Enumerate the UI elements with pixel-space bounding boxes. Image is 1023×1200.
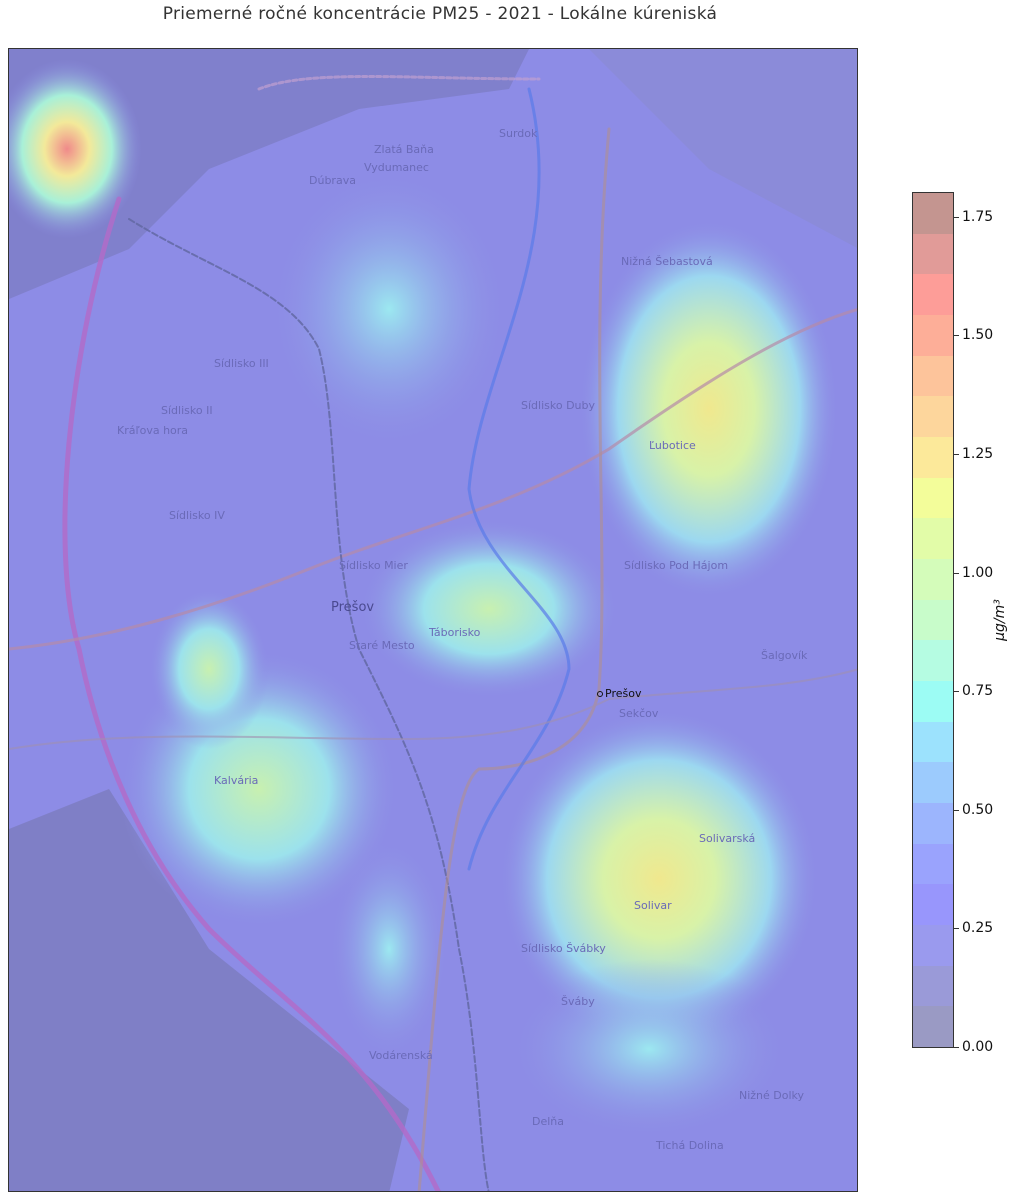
map-label: Tichá Dolina (656, 1139, 724, 1152)
map-label: Vydumanec (364, 161, 429, 174)
map-label: Solivar (634, 899, 672, 912)
chart-title: Priemerné ročné koncentrácie PM25 - 2021… (162, 4, 718, 24)
colorbar-level (913, 680, 953, 722)
colorbar-level (913, 314, 953, 356)
map-label: Nižné Dolky (739, 1089, 805, 1102)
map-label: Zlatá Baňa (374, 143, 434, 156)
colorbar-tick (954, 1047, 959, 1048)
colorbar-level (913, 721, 953, 763)
colorbar-level (913, 965, 953, 1007)
colorbar-tick (954, 453, 959, 455)
map-label: Táborisko (429, 626, 481, 639)
map-label: Sídlisko II (161, 404, 213, 417)
map-label: Sekčov (619, 707, 659, 720)
colorbar-level (913, 802, 953, 844)
hotspot-solivar (499, 709, 819, 1049)
colorbar-tick (954, 216, 959, 218)
colorbar-tick-label: 1.50 (962, 327, 994, 344)
map-label: Sídlisko Pod Hájom (624, 559, 729, 572)
map-label: Sídlisko Mier (339, 559, 408, 572)
colorbar-tick-label: 0.00 (962, 1039, 994, 1055)
colorbar-level (913, 477, 953, 519)
hotspot-northwest (9, 59, 142, 239)
map-label: Šalgovík (761, 649, 808, 662)
colorbar-tick-label: 0.25 (962, 920, 994, 937)
hotspot-lubotice (579, 219, 839, 599)
map-label: Ľubotice (649, 439, 696, 452)
colorbar-level (913, 192, 953, 234)
colorbar-tick (954, 691, 959, 693)
map-label: Sídlisko III (214, 357, 269, 370)
map-label: Kráľova hora (117, 424, 189, 437)
map-label: Delňa (532, 1115, 565, 1128)
colorbar-tick (954, 572, 959, 574)
colorbar-level (913, 599, 953, 641)
colorbar-level (913, 558, 953, 600)
colorbar-level (913, 924, 953, 966)
map-panel[interactable]: Sídlisko Mier Prešov Táborisko Staré Mes… (8, 48, 858, 1192)
colorbar (912, 192, 954, 1048)
colorbar-tick-label: 1.75 (962, 208, 994, 225)
colorbar-tick-label: 1.25 (962, 445, 994, 462)
colorbar-level (913, 355, 953, 397)
colorbar-level (913, 883, 953, 925)
hotspot-taborisko (359, 519, 619, 699)
colorbar-tick-label: 0.75 (962, 683, 994, 700)
map-label: Sídlisko IV (169, 509, 225, 522)
colorbar-level (913, 395, 953, 437)
colorbar-label: µg/m³ (992, 599, 1008, 641)
colorbar-level (913, 843, 953, 885)
map-label: Solivarská (699, 832, 756, 845)
map-label: Sídlisko Švábky (521, 942, 606, 955)
colorbar-level (913, 761, 953, 803)
motorway-d1 (62, 196, 441, 1191)
map-label: Dúbrava (309, 174, 356, 187)
city-marker[interactable]: Prešov (597, 687, 641, 700)
colorbar-tick (954, 928, 959, 930)
map-label: Staré Mesto (349, 639, 415, 652)
colorbar-tick (954, 335, 959, 337)
colorbar-level (913, 1005, 953, 1047)
heatmap-overlay (9, 49, 857, 1191)
colorbar-level (913, 517, 953, 559)
colorbar-level (913, 273, 953, 315)
colorbar-tick-label: 1.00 (962, 564, 994, 581)
marker-dot-icon (597, 691, 603, 697)
marker-label: Prešov (605, 687, 642, 700)
map-label: Šváby (561, 995, 595, 1008)
map-label: Vodárenská (369, 1049, 433, 1062)
colorbar-tick (954, 809, 959, 811)
colorbar-level (913, 639, 953, 681)
colorbar-tick-label: 0.50 (962, 801, 994, 818)
map-label: Kalvária (214, 774, 259, 787)
map-label: Sídlisko Duby (521, 399, 596, 412)
colorbar-level (913, 233, 953, 275)
map-label: Nižná Šebastová (621, 255, 713, 268)
colorbar-level (913, 436, 953, 478)
map-label: Surdok (499, 127, 538, 140)
map-label: Prešov (331, 600, 375, 615)
